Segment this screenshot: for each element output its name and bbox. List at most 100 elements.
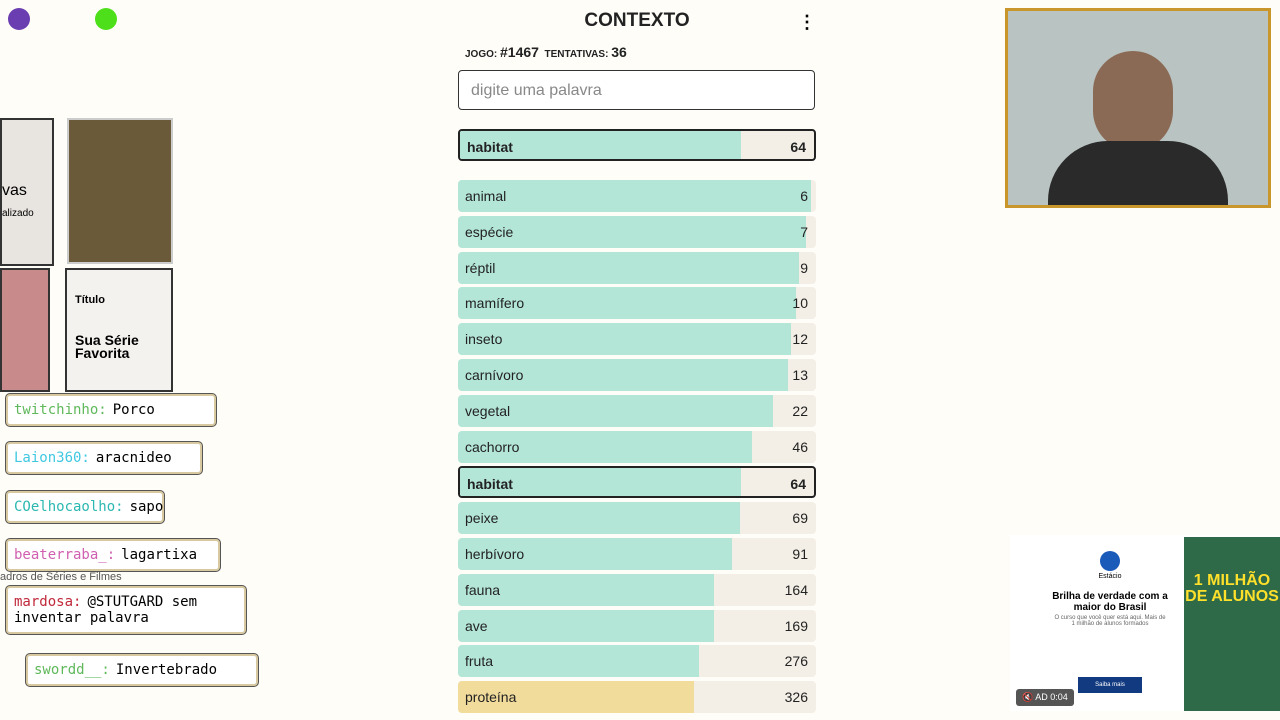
guess-row: fauna 164 [458,573,816,606]
label: JOGO: [465,49,498,60]
proximity-bar [458,180,811,212]
button[interactable]: Saiba mais [1078,677,1142,693]
caption: adros de Séries e Filmes [0,571,122,583]
username: beaterraba_: [14,547,116,563]
rank: 276 [784,653,808,670]
rank: 9 [800,259,808,276]
icon [8,8,30,30]
proximity-bar [458,430,752,463]
rank: 12 [792,331,808,348]
rank: 69 [792,510,808,527]
rank: 91 [792,546,808,562]
proximity-bar [458,251,800,284]
proximity-bar [458,215,807,248]
logo [1100,551,1120,571]
word: vegetal [465,402,511,419]
word: animal [465,188,507,204]
username: twitchinho: [14,402,107,418]
label: TENTATIVAS: [544,49,609,60]
time: 0:04 [1050,692,1068,702]
message: Porco [112,402,155,418]
guess-row: vegetal 22 [458,394,816,427]
word: réptil [465,259,496,276]
proximity-bar [458,681,695,714]
chat-message: beaterraba_: lagartixa [6,539,220,571]
message: aracnideo [95,450,172,466]
guess-row: fruta 276 [458,645,816,678]
player-controls[interactable]: 🔇 AD 0:04 [1016,689,1074,706]
menu[interactable]: ⋮ [798,12,816,32]
word: proteína [465,689,517,706]
proximity-bar [458,502,740,535]
username: Laion360: [14,450,90,466]
word: herbívoro [465,546,525,562]
face [1093,51,1173,151]
rank: 64 [790,139,806,155]
ad[interactable]: Estácio Brilha de verdade com a maior do… [1010,535,1280,711]
username: swordd__: [34,662,110,678]
value: #1467 [500,44,539,60]
word: fruta [465,653,494,670]
title: CONTEXTO [584,10,690,31]
guess-row: proteína 326 [458,681,816,714]
word: habitat [467,139,513,155]
guess-row: inseto 12 [458,323,816,356]
guess-row: espécie 7 [458,215,816,248]
proximity-bar [458,394,774,427]
word-input[interactable]: digite uma palavra [458,70,815,110]
message: @STUTGARD sem inventar palavra [14,594,198,626]
word: fauna [465,581,501,598]
rank: 22 [792,402,808,419]
poster: Título Sua Série Favorita [65,268,173,392]
proximity-bar [458,609,714,642]
guess-row: animal 6 [458,180,816,212]
text: Sua Série Favorita [75,332,139,361]
value: 36 [611,44,627,60]
rank: 46 [792,438,808,455]
guess-row: mamífero 10 [458,287,816,320]
banner: 1 MILHÃO DE ALUNOS [1184,537,1280,711]
guess-row: réptil 9 [458,251,816,284]
poster-art [0,268,50,392]
text: Título [75,294,105,306]
guess-row: herbívoro 91 [458,538,816,570]
proximity-bar [458,573,715,606]
poster-art [67,118,173,264]
proximity-bar [458,538,732,570]
chat-message: twitchinho: Porco [6,394,216,426]
proximity-bar [458,645,700,678]
message: lagartixa [121,547,198,563]
chat-message: Laion360: aracnideo [6,442,202,474]
guess-row: habitat 64 [458,129,816,161]
icon [95,8,117,30]
rank: 6 [800,188,808,204]
rank: 326 [784,689,808,706]
headline: Brilha de verdade com a maior do Brasil [1052,591,1168,613]
word: inseto [465,331,503,348]
guess-row: peixe 69 [458,502,816,535]
word: habitat [467,476,513,493]
rank: 169 [784,617,808,634]
guess-row: habitat 64 [458,466,816,499]
chat-message: mardosa: @STUTGARD sem inventar palavra [6,586,246,634]
word: peixe [465,510,499,527]
rank: 64 [790,476,806,493]
proximity-bar [458,323,791,356]
chat-message: swordd__: Invertebrado [26,654,258,686]
chat-message: COelhocaolho: sapo [6,491,164,523]
username: mardosa: [14,594,82,610]
message: Invertebrado [115,662,218,678]
webcam [1005,8,1271,208]
word: espécie [465,223,514,240]
word: mamífero [465,295,525,312]
ad-label: AD [1035,692,1048,702]
guess-row: ave 169 [458,609,816,642]
proximity-bar [458,359,789,391]
message: sapo [129,499,164,515]
guess-row: cachorro 46 [458,430,816,463]
guess-row: carnívoro 13 [458,359,816,391]
rank: 164 [784,581,808,598]
game-info: JOGO: #1467 TENTATIVAS: 36 [465,44,627,60]
rank: 7 [800,223,808,240]
